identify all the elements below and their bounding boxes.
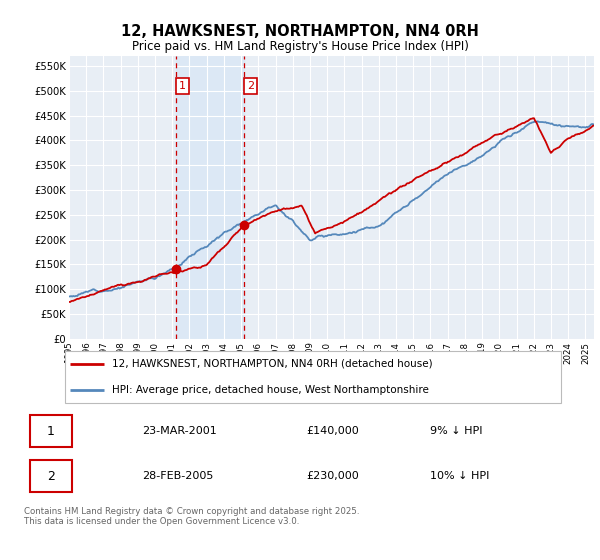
Text: 12, HAWKSNEST, NORTHAMPTON, NN4 0RH: 12, HAWKSNEST, NORTHAMPTON, NN4 0RH bbox=[121, 24, 479, 39]
Text: Contains HM Land Registry data © Crown copyright and database right 2025.
This d: Contains HM Land Registry data © Crown c… bbox=[24, 507, 359, 526]
FancyBboxPatch shape bbox=[65, 351, 561, 403]
Text: 2: 2 bbox=[47, 470, 55, 483]
Text: 12, HAWKSNEST, NORTHAMPTON, NN4 0RH (detached house): 12, HAWKSNEST, NORTHAMPTON, NN4 0RH (det… bbox=[112, 358, 433, 368]
Bar bbox=[176, 56, 244, 339]
Text: 1: 1 bbox=[47, 425, 55, 438]
Text: 1: 1 bbox=[179, 81, 186, 91]
Text: 10% ↓ HPI: 10% ↓ HPI bbox=[430, 471, 490, 481]
Text: 28-FEB-2005: 28-FEB-2005 bbox=[142, 471, 214, 481]
Text: Price paid vs. HM Land Registry's House Price Index (HPI): Price paid vs. HM Land Registry's House … bbox=[131, 40, 469, 53]
Text: HPI: Average price, detached house, West Northamptonshire: HPI: Average price, detached house, West… bbox=[112, 385, 429, 395]
FancyBboxPatch shape bbox=[29, 415, 72, 447]
Text: £230,000: £230,000 bbox=[306, 471, 359, 481]
FancyBboxPatch shape bbox=[29, 460, 72, 492]
Text: £140,000: £140,000 bbox=[306, 426, 359, 436]
Text: 9% ↓ HPI: 9% ↓ HPI bbox=[430, 426, 482, 436]
Text: 23-MAR-2001: 23-MAR-2001 bbox=[142, 426, 217, 436]
Text: 2: 2 bbox=[247, 81, 254, 91]
